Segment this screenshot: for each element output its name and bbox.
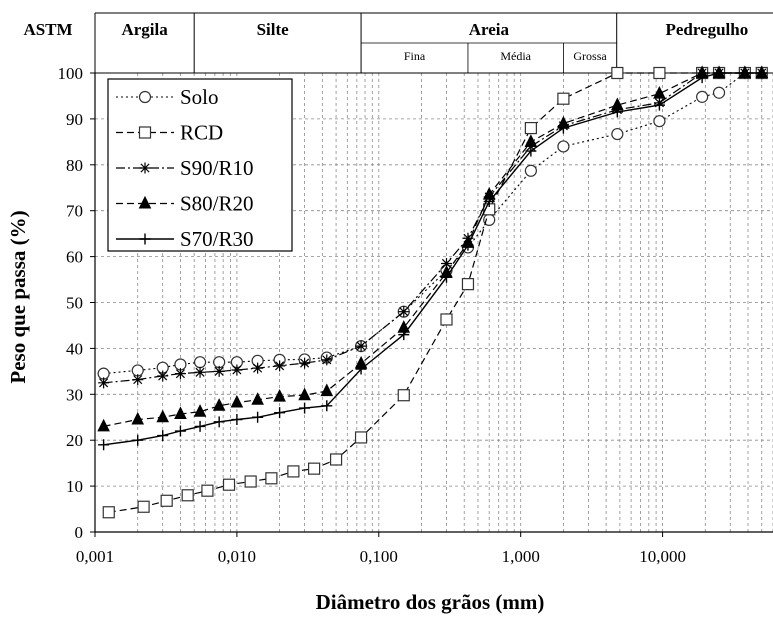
x-tick-label: 1,000: [502, 547, 540, 566]
x-tick-label: 10,000: [639, 547, 686, 566]
data-point-rcd: [202, 485, 213, 496]
data-point-rcd: [288, 466, 299, 477]
data-point-rcd: [525, 123, 536, 134]
data-point-s80-r20: [654, 87, 665, 98]
legend-label-solo: Solo: [180, 85, 219, 109]
class-silte-label: Silte: [257, 20, 290, 39]
y-tick-label: 70: [66, 202, 83, 221]
data-point-rcd: [182, 490, 193, 501]
data-point-s70-r30: [654, 100, 665, 111]
sand-fina-label: Fina: [404, 49, 426, 63]
legend-label-s70-r30: S70/R30: [180, 227, 254, 251]
legend-label-s80-r20: S80/R20: [180, 192, 254, 216]
data-point-s80-r20: [321, 385, 332, 396]
y-tick-label: 30: [66, 385, 83, 404]
data-point-s80-r20: [132, 413, 143, 424]
data-point-rcd: [103, 507, 114, 518]
data-point-rcd: [138, 501, 149, 512]
sand-media-label: Média: [500, 49, 531, 63]
class-pedregulho-label: Pedregulho: [665, 20, 748, 39]
data-point-rcd: [558, 93, 569, 104]
sand-grossa-label: Grossa: [573, 49, 607, 63]
data-point-s90-r10: [252, 363, 263, 374]
y-tick-label: 0: [75, 523, 84, 542]
y-tick-label: 90: [66, 110, 83, 129]
data-point-s70-r30: [252, 412, 263, 423]
data-point-rcd: [441, 314, 452, 325]
data-point-solo: [654, 116, 665, 127]
data-point-s90-r10: [321, 354, 332, 365]
data-point-s80-r20: [157, 411, 168, 422]
data-point-solo: [697, 91, 708, 102]
legend-marker-s90-r10: [140, 163, 151, 174]
data-point-rcd: [309, 463, 320, 474]
data-point-solo: [612, 129, 623, 140]
data-point-rcd: [245, 476, 256, 487]
y-tick-label: 50: [66, 294, 83, 313]
legend-label-rcd: RCD: [180, 121, 223, 145]
data-point-s70-r30: [231, 414, 242, 425]
data-point-s70-r30: [98, 439, 109, 450]
x-axis-title: Diâmetro dos grãos (mm): [316, 590, 545, 614]
data-point-s90-r10: [231, 364, 242, 375]
data-point-s70-r30: [299, 403, 310, 414]
data-point-s70-r30: [274, 407, 285, 418]
y-tick-label: 100: [58, 64, 84, 83]
data-point-s70-r30: [132, 435, 143, 446]
data-point-solo: [558, 141, 569, 152]
data-point-s80-r20: [231, 396, 242, 407]
y-tick-label: 60: [66, 248, 83, 267]
astm-header: ASTM Argila Silte Areia Pedregulho Fina Média G…: [23, 13, 773, 73]
legend-label-s90-r10: S90/R10: [180, 156, 254, 180]
data-point-s90-r10: [356, 341, 367, 352]
class-argila-label: Argila: [121, 20, 168, 39]
data-point-s90-r10: [132, 374, 143, 385]
data-point-s90-r10: [98, 377, 109, 388]
data-point-rcd: [462, 279, 473, 290]
legend-marker-solo: [140, 92, 151, 103]
data-point-rcd: [266, 473, 277, 484]
data-point-s70-r30: [157, 430, 168, 441]
x-tick-label: 0,100: [360, 547, 398, 566]
legend-marker-rcd: [140, 127, 151, 138]
data-point-s90-r10: [195, 367, 206, 378]
data-point-solo: [714, 87, 725, 98]
y-axis-title: Peso que passa (%): [6, 210, 30, 383]
data-point-solo: [525, 165, 536, 176]
data-point-rcd: [331, 454, 342, 465]
data-point-rcd: [161, 495, 172, 506]
data-point-s90-r10: [398, 306, 409, 317]
class-areia-label: Areia: [469, 20, 510, 39]
data-point-rcd: [612, 68, 623, 79]
y-tick-label: 80: [66, 156, 83, 175]
y-tick-label: 40: [66, 339, 83, 358]
x-tick-label: 0,001: [76, 547, 114, 566]
x-tick-label: 0,010: [218, 547, 256, 566]
data-point-s90-r10: [214, 366, 225, 377]
data-point-s90-r10: [175, 368, 186, 379]
y-tick-label: 20: [66, 431, 83, 450]
astm-label: ASTM: [23, 20, 72, 39]
y-tick-label: 10: [66, 477, 83, 496]
data-point-s90-r10: [157, 370, 168, 381]
data-point-rcd: [224, 479, 235, 490]
data-point-s80-r20: [525, 135, 536, 146]
data-point-s80-r20: [274, 390, 285, 401]
data-point-s70-r30: [175, 426, 186, 437]
legend: Solo RCD S90/R10 S80/R20 S70/R30: [108, 79, 292, 251]
data-point-s70-r30: [195, 421, 206, 432]
data-point-s90-r10: [274, 360, 285, 371]
data-point-rcd: [356, 432, 367, 443]
data-point-s90-r10: [299, 358, 310, 369]
data-point-solo: [195, 357, 206, 368]
data-point-rcd: [398, 390, 409, 401]
data-point-rcd: [654, 68, 665, 79]
